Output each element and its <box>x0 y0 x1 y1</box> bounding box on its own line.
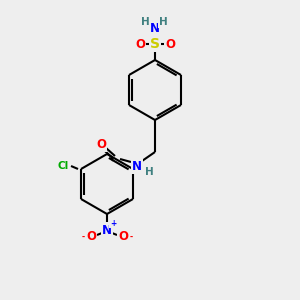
Text: H: H <box>145 167 153 177</box>
Text: H: H <box>141 17 149 27</box>
Text: +: + <box>110 218 116 227</box>
Text: N: N <box>150 22 160 35</box>
Text: S: S <box>150 37 160 51</box>
Text: Cl: Cl <box>57 161 69 171</box>
Text: N: N <box>132 160 142 172</box>
Text: N: N <box>102 224 112 236</box>
Text: -: - <box>81 232 85 242</box>
Text: -: - <box>129 232 133 242</box>
Text: O: O <box>86 230 96 244</box>
Text: O: O <box>135 38 145 50</box>
Text: O: O <box>118 230 128 244</box>
Text: H: H <box>159 17 167 27</box>
Text: O: O <box>96 137 106 151</box>
Text: O: O <box>165 38 175 50</box>
